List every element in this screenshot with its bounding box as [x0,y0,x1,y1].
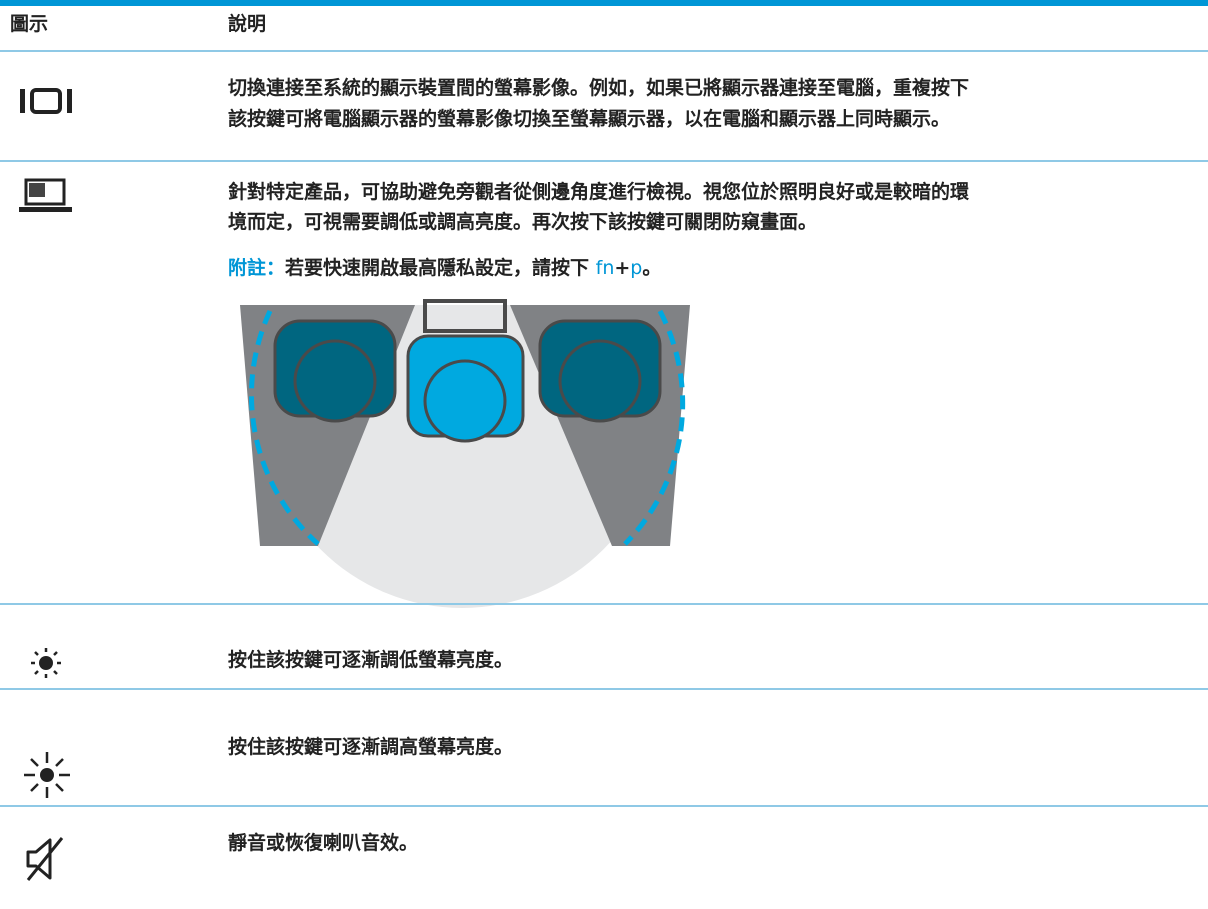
brightness-up-icon [24,752,70,798]
rule [0,603,1208,605]
key: fn [595,257,615,279]
plus: + [614,257,631,279]
note-label: 附註： [228,257,286,279]
note-text: 若要快速開啟最高隱私設定，請按下 [285,257,596,279]
privacy-illustration [240,299,690,608]
key: p [630,257,643,279]
desc-line: 針對特定產品，可協助避免旁觀者從側邊角度進行檢視。視您位於照明良好或是較暗的環 [228,181,970,203]
mute-icon [26,837,64,881]
header-icon: 圖示 [10,13,49,35]
brightness-down-icon [31,648,61,678]
rule [0,688,1208,690]
desc-line: 按住該按鍵可逐漸調高螢幕亮度。 [228,736,514,758]
desc-line: 該按鍵可將電腦顯示器的螢幕影像切換至螢幕顯示器，以在電腦和顯示器上同時顯示。 [228,108,951,130]
rule [0,160,1208,162]
desc-line: 靜音或恢復喇叭音效。 [228,832,419,854]
rule [0,805,1208,807]
note-end: 。 [642,257,662,279]
top-rule [0,0,1208,6]
display-switch-icon [20,88,72,114]
header-desc: 說明 [228,13,267,35]
rule [0,50,1208,52]
desc-line: 境而定，可視需要調低或調高亮度。再次按下該按鍵可關閉防窺畫面。 [228,211,818,233]
note: 附註：若要快速開啟最高隱私設定，請按下 fn+p。 [228,256,661,280]
desc-line: 按住該按鍵可逐漸調低螢幕亮度。 [228,649,514,671]
privacy-icon [19,178,72,212]
desc-line: 切換連接至系統的顯示裝置間的螢幕影像。例如，如果已將顯示器連接至電腦，重複按下 [228,77,970,99]
